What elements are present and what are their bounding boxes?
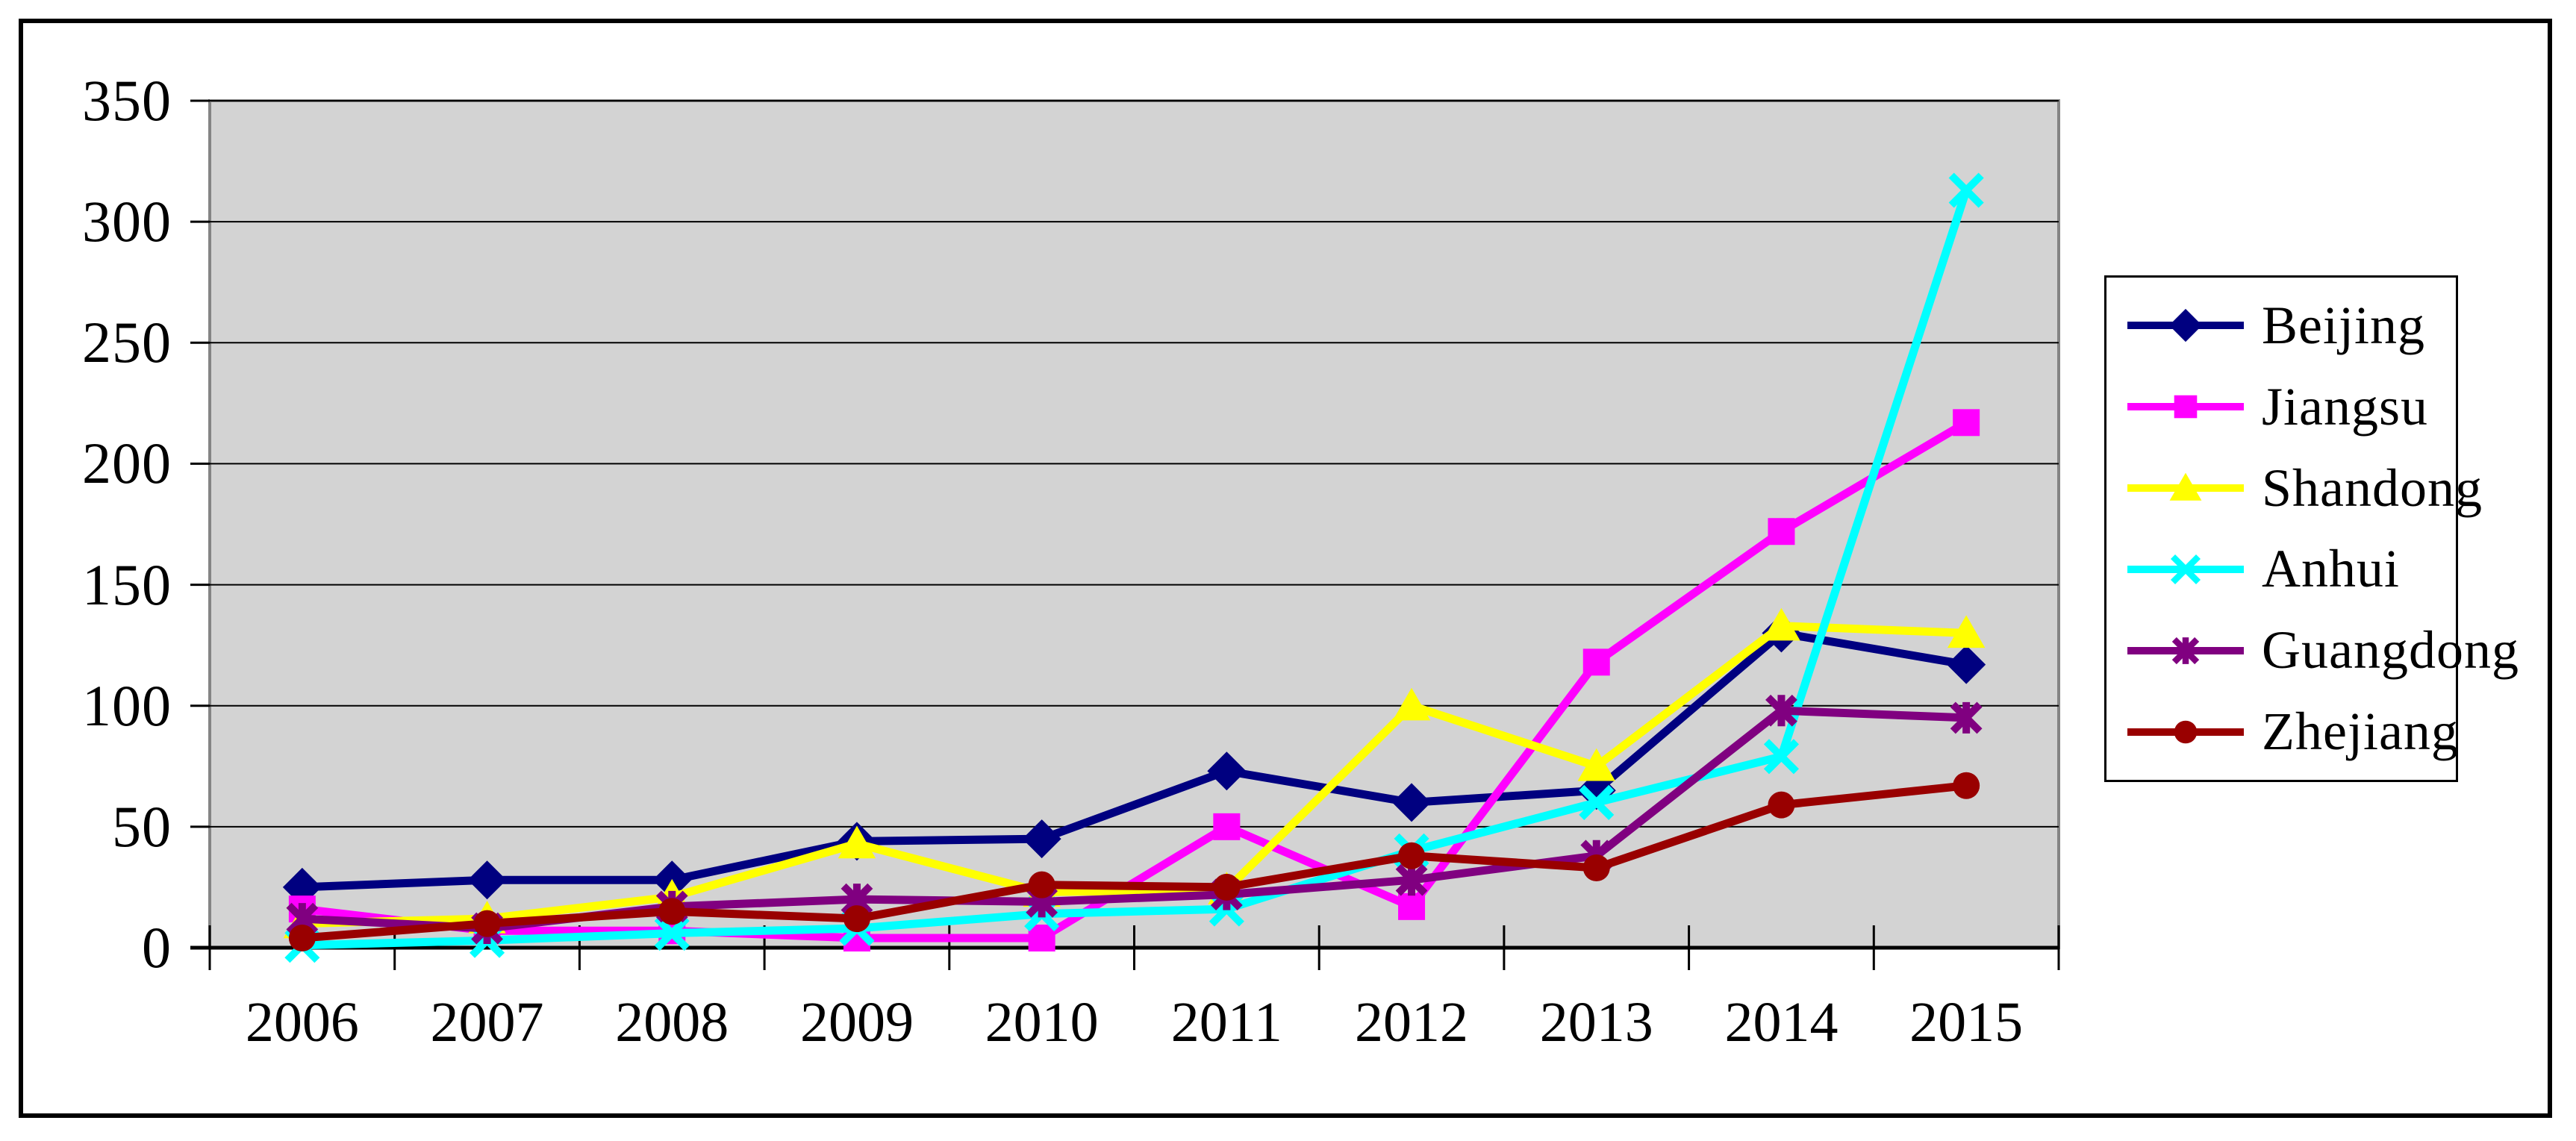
legend-item-beijing: Beijing [2123, 287, 2456, 364]
legend-item-guangdong: Guangdong [2123, 612, 2519, 690]
data-point-circle [1213, 873, 1241, 901]
legend-marker-asterisk-icon [2123, 617, 2248, 684]
data-point-square [1028, 925, 1055, 952]
x-axis-tick-label: 2006 [245, 991, 359, 1054]
legend-marker-diamond-icon [2123, 292, 2248, 359]
legend-item-jiangsu: Jiangsu [2123, 368, 2456, 446]
data-point-square [1213, 813, 1241, 840]
x-axis-tick-label: 2012 [1355, 991, 1469, 1054]
y-axis-tick-label: 350 [82, 68, 172, 133]
legend-item-shandong: Shandong [2123, 449, 2482, 527]
x-axis-tick-label: 2014 [1724, 991, 1839, 1054]
series-line-zhejiang [302, 781, 1967, 943]
legend-item-anhui: Anhui [2123, 531, 2456, 608]
data-point-square [1582, 648, 1610, 676]
series-line-shandong [302, 622, 1967, 928]
x-axis-tick-label: 2008 [615, 991, 729, 1054]
data-point-circle [1398, 842, 1426, 869]
legend: Beijing Jiangsu Shandong Anhui Guangdong Zhej… [2104, 275, 2519, 782]
data-point-circle [1768, 791, 1795, 819]
y-axis-tick-label: 150 [82, 551, 172, 617]
data-point-x [1948, 172, 1984, 208]
legend-label: Beijing [2262, 295, 2425, 355]
data-point-triangle [2169, 472, 2202, 501]
data-point-diamond [1022, 819, 1061, 859]
data-point-circle [288, 925, 316, 952]
data-point-circle [1953, 772, 1980, 799]
legend-label: Anhui [2262, 539, 2400, 599]
data-point-square [1953, 409, 1980, 437]
data-point-square [1768, 518, 1795, 546]
data-point-diamond [2168, 309, 2203, 343]
data-point-x [1763, 739, 1799, 775]
data-point-circle [473, 910, 501, 937]
data-point-circle [2174, 720, 2198, 743]
series-line-beijing [302, 628, 1968, 892]
x-axis-tick-label: 2010 [985, 991, 1099, 1054]
data-point-triangle [1947, 615, 1986, 648]
data-point-diamond [467, 860, 507, 900]
legend-label: Shandong [2262, 457, 2483, 518]
legend-label: Zhejiang [2262, 701, 2459, 762]
data-point-circle [1028, 871, 1055, 898]
y-axis-tick-label: 300 [82, 189, 172, 254]
x-axis-tick-label: 2011 [1170, 991, 1282, 1054]
data-point-circle [1582, 854, 1610, 881]
data-point-x [1579, 784, 1615, 820]
x-axis-tick-label: 2013 [1539, 991, 1653, 1054]
data-point-square [1398, 893, 1426, 920]
legend-marker-x-icon [2123, 536, 2248, 603]
legend-item-zhejiang: Zhejiang [2123, 693, 2459, 771]
legend-marker-circle-icon [2123, 698, 2248, 766]
data-point-square [2174, 395, 2198, 419]
y-axis-tick-label: 50 [112, 793, 172, 859]
data-point-x [2170, 554, 2201, 584]
legend-label: Guangdong [2262, 620, 2519, 681]
x-axis-tick-label: 2007 [430, 991, 544, 1054]
data-point-triangle [1392, 687, 1431, 721]
y-axis-tick-label: 100 [82, 672, 172, 738]
data-point-diamond [1207, 751, 1247, 791]
data-point-circle [658, 898, 686, 925]
y-axis-tick-label: 200 [82, 431, 172, 496]
data-point-circle [843, 905, 870, 933]
data-point-asterisk [1395, 863, 1428, 896]
y-axis-tick-label: 0 [142, 915, 172, 980]
legend-marker-triangle-icon [2123, 454, 2248, 522]
data-point-triangle [1577, 748, 1615, 781]
data-point-x [654, 916, 690, 951]
x-axis-tick-label: 2015 [1909, 991, 2024, 1054]
legend-marker-square-icon [2123, 373, 2248, 440]
data-point-diamond [1947, 645, 1986, 684]
y-axis-tick-label: 250 [82, 310, 172, 375]
data-point-asterisk [1950, 701, 1983, 734]
data-point-asterisk [1765, 694, 1797, 727]
data-point-triangle [838, 825, 876, 859]
data-point-asterisk [2171, 637, 2200, 664]
legend-label: Jiangsu [2262, 376, 2428, 437]
x-axis-tick-label: 2009 [799, 991, 914, 1054]
data-point-diamond [1392, 783, 1432, 822]
data-point-triangle [1762, 607, 1800, 641]
